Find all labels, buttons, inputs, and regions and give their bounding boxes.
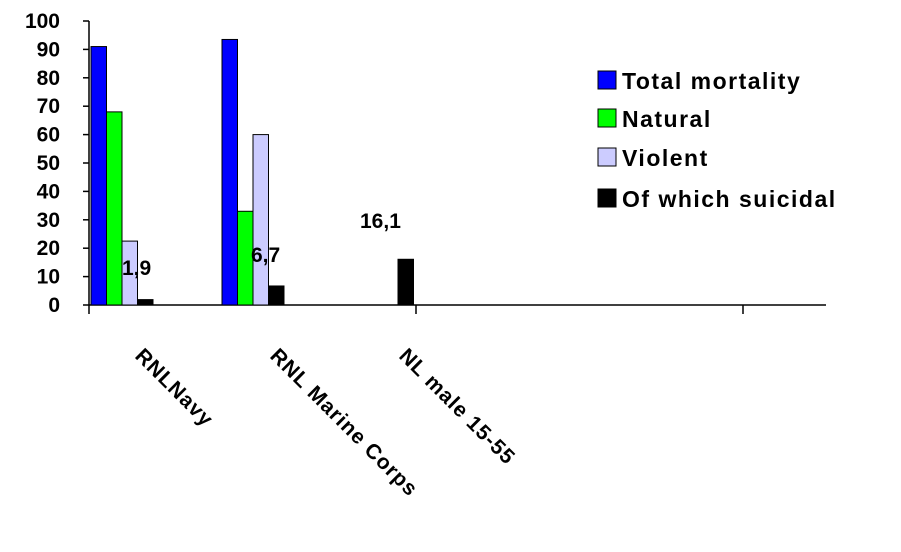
y-tick-label: 30	[37, 209, 60, 232]
data-labels-group: 1,9 6,7 16,1	[122, 210, 401, 280]
category-label: NL male 15-55	[394, 344, 519, 469]
bar-of-which-suicidal	[268, 285, 285, 306]
y-tick-label: 100	[25, 10, 60, 33]
y-tick-label: 80	[37, 67, 60, 90]
data-label: 6,7	[251, 244, 280, 267]
y-tick-label: 60	[37, 124, 60, 147]
y-tick-label: 0	[48, 294, 60, 317]
data-label: 1,9	[122, 257, 151, 280]
legend-swatch	[597, 147, 617, 167]
category-label: RNL Marine Corps	[265, 344, 422, 501]
legend-label: Violent	[622, 145, 709, 171]
bar-violent	[252, 134, 269, 306]
y-tick-label: 10	[37, 266, 60, 289]
bar-of-which-suicidal	[397, 258, 414, 306]
bar-total-mortality	[221, 38, 238, 306]
bars-group	[90, 38, 414, 306]
legend-label: Total mortality	[622, 68, 801, 94]
legend-swatch	[597, 108, 617, 128]
category-label: RNLNavy	[130, 344, 217, 431]
bar-total-mortality	[90, 46, 107, 306]
y-tick-label: 70	[37, 95, 60, 118]
bar-natural	[106, 111, 123, 306]
legend-label: Of which suicidal	[622, 186, 837, 212]
legend: Total mortality Natural Violent Of which su…	[597, 68, 837, 212]
legend-swatch	[597, 70, 617, 90]
bar-of-which-suicidal	[137, 299, 154, 306]
legend-label: Natural	[622, 106, 712, 132]
bar-violent	[121, 240, 138, 306]
y-tick-label: 90	[37, 38, 60, 61]
y-tick-label: 50	[37, 152, 60, 175]
y-tick-label: 40	[37, 180, 60, 203]
data-label: 16,1	[360, 210, 401, 233]
legend-swatch	[597, 188, 617, 208]
y-tick-label: 20	[37, 237, 60, 260]
